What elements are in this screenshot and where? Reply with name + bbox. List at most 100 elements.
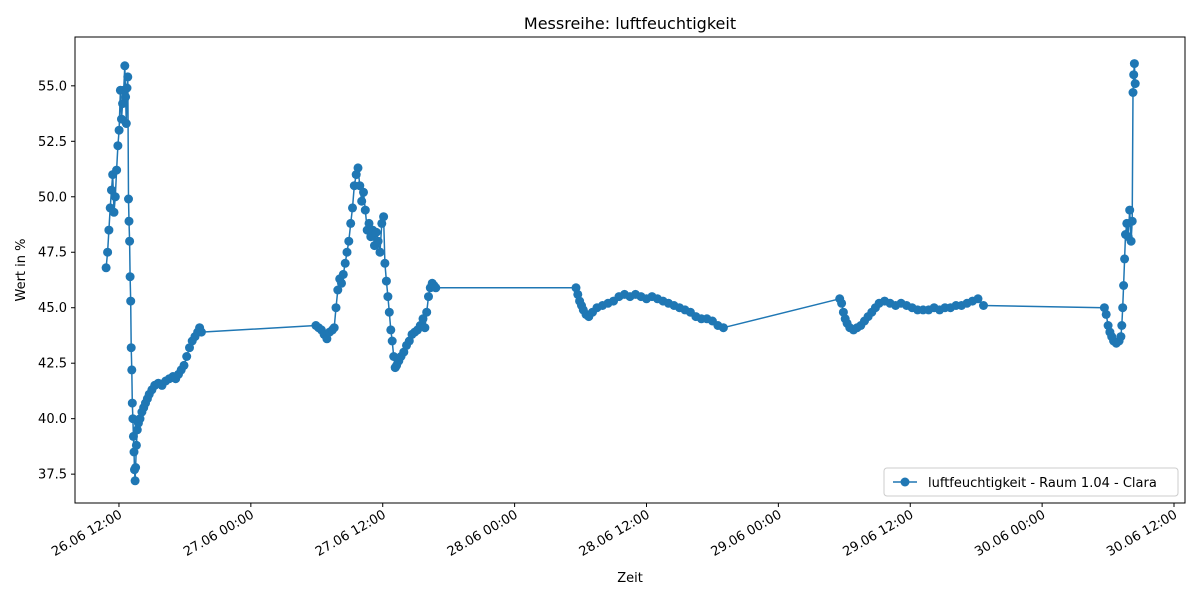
legend-frame xyxy=(883,467,1179,497)
data-point xyxy=(118,99,128,109)
data-point xyxy=(380,258,390,268)
data-point xyxy=(979,301,988,310)
x-tick-label: 29.06 00:00 xyxy=(709,507,785,559)
x-tick-label: 30.06 12:00 xyxy=(1104,507,1180,559)
data-point xyxy=(1120,254,1130,264)
x-tick-label: 29.06 12:00 xyxy=(840,507,916,559)
data-point xyxy=(125,272,135,282)
data-point xyxy=(418,314,428,324)
y-tick-label: 47.5 xyxy=(38,246,67,261)
data-point xyxy=(109,207,119,217)
x-tick-label: 28.06 00:00 xyxy=(445,507,521,559)
data-point xyxy=(431,283,441,293)
y-axis-label: Wert in % xyxy=(14,238,29,301)
data-point xyxy=(196,327,206,337)
data-point xyxy=(131,440,141,450)
data-point xyxy=(103,247,113,257)
y-tick-label: 45.0 xyxy=(38,301,67,316)
data-point xyxy=(107,185,116,195)
x-tick-label: 27.06 00:00 xyxy=(181,507,257,559)
data-point xyxy=(121,92,131,102)
data-point xyxy=(360,205,370,215)
data-point xyxy=(364,218,374,228)
y-tick-label: 42.5 xyxy=(38,357,67,372)
y-tick-label: 52.5 xyxy=(38,135,67,150)
data-point xyxy=(1129,70,1139,80)
y-tick-label: 37.5 xyxy=(38,468,67,483)
data-point xyxy=(128,431,138,441)
data-point xyxy=(371,227,381,237)
data-point xyxy=(420,323,430,333)
data-point xyxy=(1119,281,1129,290)
data-point xyxy=(357,196,367,206)
data-point xyxy=(127,365,137,375)
data-point xyxy=(355,181,365,191)
data-point xyxy=(1126,236,1136,246)
data-point xyxy=(381,276,391,286)
data-point xyxy=(112,165,122,175)
data-point xyxy=(329,323,339,333)
data-point xyxy=(375,247,385,257)
x-axis-label: Zeit xyxy=(617,571,643,586)
x-tick-label: 30.06 00:00 xyxy=(972,507,1048,559)
y-tick-label: 55.0 xyxy=(38,79,67,94)
legend-marker-sample xyxy=(900,477,910,487)
series-layer xyxy=(101,59,1140,486)
data-point xyxy=(342,247,352,257)
data-point xyxy=(132,425,142,435)
y-tick-label: 40.0 xyxy=(38,412,67,427)
data-point xyxy=(182,352,192,361)
data-point xyxy=(104,225,114,235)
data-point xyxy=(333,285,343,295)
data-point xyxy=(1127,216,1137,226)
data-point xyxy=(1125,205,1135,215)
data-point xyxy=(1128,88,1138,97)
series-line-0 xyxy=(105,62,1136,482)
data-point xyxy=(373,236,383,246)
data-point xyxy=(110,192,120,202)
x-tick-label: 26.06 12:00 xyxy=(49,507,125,559)
data-point xyxy=(113,141,123,151)
data-point xyxy=(1129,59,1139,69)
data-point xyxy=(126,343,136,353)
data-point xyxy=(127,398,137,408)
data-point xyxy=(122,83,132,93)
data-point xyxy=(126,296,136,306)
data-point xyxy=(179,360,189,370)
x-tick-label: 28.06 12:00 xyxy=(577,507,653,559)
legend-entry-label: luftfeuchtigkeit - Raum 1.04 - Clara xyxy=(928,476,1157,491)
data-point xyxy=(130,476,140,486)
data-point xyxy=(123,72,133,82)
data-point xyxy=(331,303,341,313)
data-point xyxy=(120,61,130,71)
x-tick-label: 27.06 12:00 xyxy=(313,507,389,559)
data-point xyxy=(1116,332,1126,342)
data-point xyxy=(353,163,363,173)
data-point xyxy=(121,119,131,128)
data-point xyxy=(379,212,389,222)
data-point xyxy=(422,307,432,317)
data-point xyxy=(383,292,393,302)
data-point xyxy=(359,187,368,197)
data-point xyxy=(101,263,111,273)
data-point xyxy=(424,292,433,302)
data-point xyxy=(114,125,124,135)
data-point xyxy=(1118,303,1128,313)
plot-frame xyxy=(74,36,1186,504)
data-point xyxy=(1101,309,1111,319)
data-point xyxy=(125,236,135,246)
data-point xyxy=(337,278,346,288)
legend: luftfeuchtigkeit - Raum 1.04 - Clara xyxy=(883,467,1179,497)
data-point xyxy=(837,298,847,308)
data-point xyxy=(338,269,348,279)
data-point xyxy=(384,307,394,317)
data-point xyxy=(124,194,133,204)
data-point xyxy=(973,294,983,304)
chart-title: Messreihe: luftfeuchtigkeit xyxy=(524,14,736,33)
data-point xyxy=(131,463,141,472)
data-point xyxy=(718,323,728,333)
data-point xyxy=(344,236,354,246)
data-point xyxy=(348,203,357,213)
data-point xyxy=(1117,321,1127,330)
